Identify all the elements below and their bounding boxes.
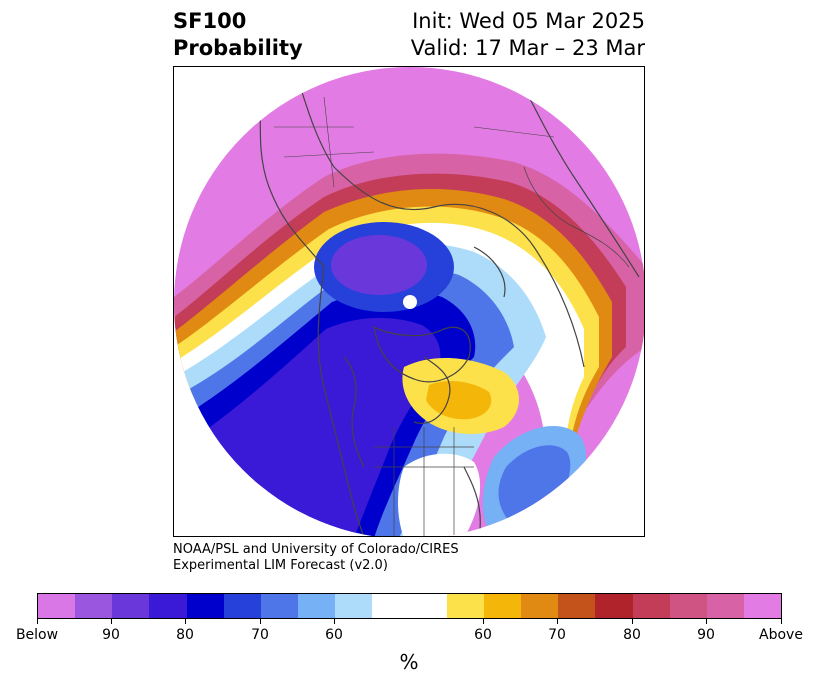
credit-block: NOAA/PSL and University of Colorado/CIRE… <box>173 542 459 574</box>
colorbar-tick-label: 70 <box>548 627 566 643</box>
colorbar-swatch <box>743 594 782 618</box>
colorbar-swatch <box>372 594 410 618</box>
variable-subtitle: Probability <box>173 36 303 60</box>
colorbar-swatch <box>632 594 670 618</box>
valid-range: Valid: 17 Mar – 23 Mar <box>410 36 645 60</box>
colorbar-swatch <box>669 594 707 618</box>
colorbar-tick-label: 80 <box>176 627 194 643</box>
colorbar-tick-label: 90 <box>102 627 120 643</box>
variable-title: SF100 <box>173 9 247 33</box>
colorbar-swatch <box>75 594 113 618</box>
colorbar-tick-label: Below <box>15 627 59 643</box>
colorbar-swatch <box>298 594 336 618</box>
colorbar-swatch <box>38 594 76 618</box>
credit-line-1: NOAA/PSL and University of Colorado/CIRE… <box>173 542 459 557</box>
colorbar-swatch <box>706 594 744 618</box>
colorbar-tick-mark <box>781 619 782 624</box>
init-date: Init: Wed 05 Mar 2025 <box>412 9 645 33</box>
colorbar-swatch <box>558 594 596 618</box>
colorbar-tick-mark <box>334 619 335 624</box>
field-orange-patch <box>426 381 492 420</box>
colorbar <box>37 593 782 619</box>
colorbar-tick-mark <box>706 619 707 624</box>
colorbar-tick-mark <box>185 619 186 624</box>
date-block: Init: Wed 05 Mar 2025 Valid: 17 Mar – 23… <box>384 8 645 62</box>
colorbar-tick-label: 90 <box>697 627 715 643</box>
colorbar-swatch <box>260 594 299 618</box>
map-frame <box>173 66 645 537</box>
colorbar-tick-label: Above <box>759 627 803 643</box>
colorbar-tick-label: 60 <box>325 627 343 643</box>
colorbar-unit: % <box>399 650 419 674</box>
credit-line-2: Experimental LIM Forecast (v2.0) <box>173 558 388 573</box>
colorbar-swatch <box>483 594 522 618</box>
colorbar-swatch <box>149 594 187 618</box>
colorbar-tick-mark <box>557 619 558 624</box>
colorbar-swatch <box>446 594 484 618</box>
colorbar-swatch <box>223 594 261 618</box>
title-block: SF100 Probability <box>173 8 303 62</box>
colorbar-swatch <box>595 594 633 618</box>
colorbar-tick-mark <box>260 619 261 624</box>
colorbar-swatch <box>335 594 373 618</box>
colorbar-tick-label: 70 <box>251 627 269 643</box>
colorbar-swatch <box>521 594 559 618</box>
colorbar-tick-mark <box>37 619 38 624</box>
colorbar-swatch <box>409 594 447 618</box>
colorbar-tick-mark <box>632 619 633 624</box>
colorbar-swatch <box>112 594 150 618</box>
colorbar-swatch <box>186 594 224 618</box>
field-white-lower <box>398 453 480 536</box>
probability-field <box>174 67 644 536</box>
colorbar-tick-mark <box>483 619 484 624</box>
colorbar-tick-label: 80 <box>623 627 641 643</box>
polar-map <box>174 67 644 536</box>
pole-marker <box>403 295 417 309</box>
colorbar-tick-label: 60 <box>474 627 492 643</box>
field-purple-core <box>331 235 427 295</box>
colorbar-tick-mark <box>111 619 112 624</box>
